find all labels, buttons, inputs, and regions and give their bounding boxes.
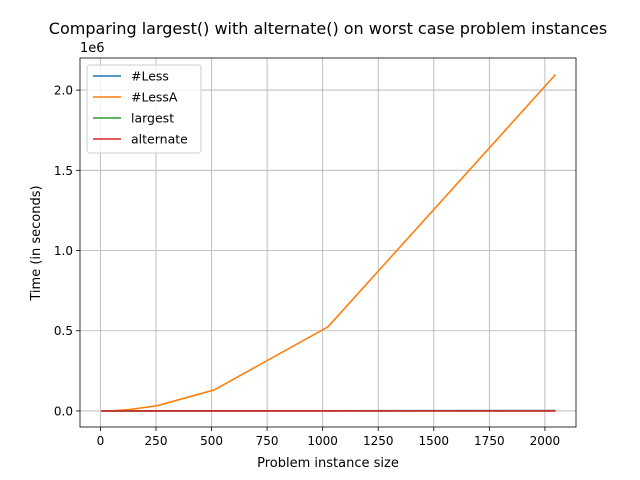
legend-label-less: #Less bbox=[131, 69, 169, 84]
x-tick-label: 250 bbox=[145, 434, 168, 448]
ticks: 0 250 500 750 1000 1250 1500 1750 2000 0.0 0.5 1.0 1… bbox=[54, 84, 560, 448]
x-tick-label: 750 bbox=[256, 434, 279, 448]
y-tick-label: 1.0 bbox=[54, 244, 73, 258]
x-tick-label: 1500 bbox=[419, 434, 450, 448]
y-tick-label: 2.0 bbox=[54, 84, 73, 98]
x-tick-label: 1750 bbox=[474, 434, 505, 448]
x-tick-label: 1250 bbox=[363, 434, 394, 448]
y-axis-label: Time (in seconds) bbox=[29, 185, 44, 301]
legend: #Less #LessA largest alternate bbox=[86, 64, 202, 154]
legend-label-lessa: #LessA bbox=[131, 90, 178, 105]
x-axis-label: Problem instance size bbox=[257, 456, 399, 471]
y-offset-label: 1e6 bbox=[80, 41, 105, 56]
y-tick-label: 1.5 bbox=[54, 164, 73, 178]
x-tick-label: 1000 bbox=[307, 434, 338, 448]
legend-label-alternate: alternate bbox=[131, 132, 188, 147]
series-lines bbox=[101, 73, 557, 412]
y-tick-label: 0.0 bbox=[54, 404, 73, 418]
axes-frame bbox=[79, 57, 577, 428]
y-tick-label: 0.5 bbox=[54, 324, 73, 338]
x-tick-label: 0 bbox=[97, 434, 105, 448]
legend-box bbox=[86, 64, 202, 154]
x-tick-label: 2000 bbox=[530, 434, 561, 448]
x-tick-label: 500 bbox=[200, 434, 223, 448]
legend-label-largest: largest bbox=[131, 111, 174, 126]
chart-title: Comparing largest() with alternate() on … bbox=[49, 19, 607, 38]
